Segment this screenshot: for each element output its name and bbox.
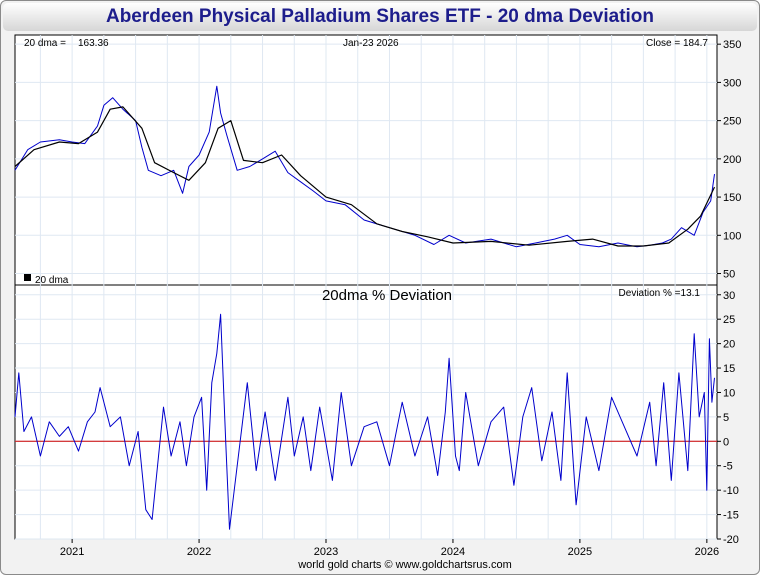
xtick-label: 2022 <box>187 546 211 558</box>
price-panel <box>14 34 718 286</box>
deviation-title: 20dma % Deviation <box>322 287 452 304</box>
date-label: Jan-23 2026 <box>343 38 399 49</box>
deviation-ytick-label: -20 <box>723 534 739 546</box>
deviation-value: Deviation % =13.1 <box>619 288 701 299</box>
deviation-line <box>14 313 715 530</box>
xtick-label: 2026 <box>695 546 719 558</box>
footer-credit: world gold charts © www.goldchartsrus.co… <box>297 559 512 571</box>
deviation-ytick-label: 25 <box>723 314 735 326</box>
legend-swatch <box>24 274 31 281</box>
deviation-ytick-label: 20 <box>723 339 735 351</box>
xtick-label: 2024 <box>441 546 465 558</box>
price-ytick-label: 100 <box>723 230 741 242</box>
price-ytick-label: 200 <box>723 154 741 166</box>
price-ytick-label: 300 <box>723 77 741 89</box>
dma-label: 20 dma = <box>24 38 66 49</box>
xtick-label: 2021 <box>60 546 84 558</box>
deviation-ytick-label: 0 <box>723 436 729 448</box>
legend-label: 20 dma <box>35 275 69 286</box>
deviation-ytick-label: -5 <box>723 461 733 473</box>
dma-value: 163.36 <box>78 38 109 49</box>
deviation-ytick-label: -15 <box>723 510 739 522</box>
chart-title: Aberdeen Physical Palladium Shares ETF -… <box>3 3 757 31</box>
close-label: Close = 184.7 <box>646 38 708 49</box>
deviation-panel <box>14 284 718 540</box>
deviation-ytick-label: 15 <box>723 363 735 375</box>
deviation-ytick-label: -10 <box>723 485 739 497</box>
xtick-label: 2023 <box>314 546 338 558</box>
ma-line <box>14 106 716 247</box>
deviation-ytick-label: 5 <box>723 412 729 424</box>
deviation-ytick-label: 10 <box>723 387 735 399</box>
price-ytick-label: 250 <box>723 116 741 128</box>
xtick-label: 2025 <box>568 546 592 558</box>
price-ytick-label: 50 <box>723 269 735 281</box>
price-ytick-label: 350 <box>723 39 741 51</box>
deviation-ytick-label: 30 <box>723 290 735 302</box>
price-ytick-label: 150 <box>723 192 741 204</box>
